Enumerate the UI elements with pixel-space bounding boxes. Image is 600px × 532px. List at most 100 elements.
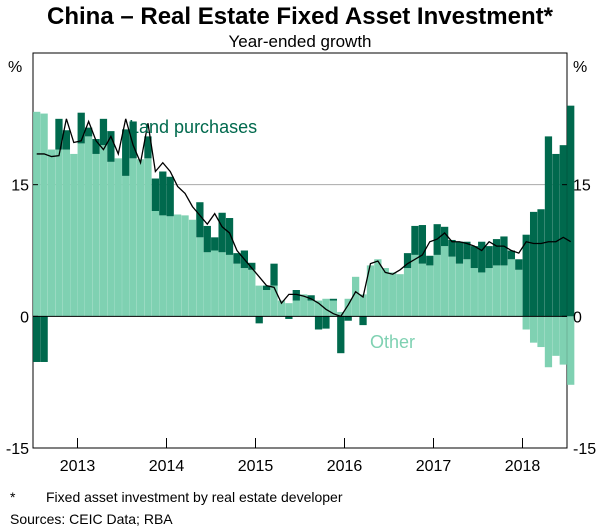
land-bar-2017-06 bbox=[470, 246, 478, 269]
other-bar-2018-06 bbox=[559, 316, 567, 365]
total-line bbox=[36, 118, 572, 318]
other-bar-2012-11 bbox=[62, 149, 71, 317]
land-bar-2017-07 bbox=[478, 241, 486, 273]
other-bar-2013-08 bbox=[129, 158, 137, 317]
other-bar-2017-12 bbox=[515, 269, 523, 317]
other-bar-2014-02 bbox=[173, 214, 182, 317]
land-bar-2014-01 bbox=[166, 176, 174, 217]
other-bar-2012-07 bbox=[33, 111, 41, 317]
land-bar-2015-10 bbox=[322, 316, 330, 329]
land-bar-2015-01 bbox=[255, 316, 263, 324]
other-bar-2015-10 bbox=[322, 298, 330, 317]
land-bar-2013-12 bbox=[159, 171, 167, 216]
other-bar-2014-01 bbox=[166, 216, 174, 317]
land-bar-2013-07 bbox=[122, 129, 130, 176]
other-bar-2013-04 bbox=[99, 145, 108, 317]
xtick-label-2018: 2018 bbox=[505, 458, 541, 475]
land-bar-2015-09 bbox=[314, 316, 323, 330]
land-bar-2012-10 bbox=[55, 118, 63, 150]
other-bar-2012-10 bbox=[55, 149, 63, 317]
land-bar-2014-10 bbox=[233, 253, 241, 264]
land-bar-2013-08 bbox=[129, 121, 137, 159]
land-bar-2013-10 bbox=[144, 136, 152, 159]
other-bar-2018-03 bbox=[537, 316, 545, 348]
land-bar-2017-03 bbox=[448, 239, 456, 257]
land-bar-2018-02 bbox=[529, 211, 538, 317]
land-bar-2017-10 bbox=[500, 236, 508, 266]
land-bar-2013-03 bbox=[92, 139, 100, 154]
ytick-label-left--15: -15 bbox=[6, 441, 29, 458]
xtick-label-2014: 2014 bbox=[149, 458, 185, 475]
other-bar-2016-01 bbox=[344, 298, 352, 317]
other-bar-2014-06 bbox=[203, 252, 211, 317]
other-bar-2014-08 bbox=[218, 252, 226, 317]
other-bar-2014-03 bbox=[181, 215, 189, 317]
other-bar-2014-09 bbox=[225, 254, 234, 317]
land-bar-2018-06 bbox=[559, 145, 567, 317]
land-bar-2014-09 bbox=[225, 218, 234, 255]
chart-title: China – Real Estate Fixed Asset Investme… bbox=[47, 3, 554, 30]
land-bar-2015-02 bbox=[262, 285, 271, 290]
plot-area-border bbox=[32, 52, 568, 449]
other-bar-2014-10 bbox=[233, 263, 241, 317]
other-bar-2015-09 bbox=[314, 300, 323, 317]
other-bar-2013-11 bbox=[151, 211, 160, 317]
other-bar-2016-12 bbox=[426, 265, 434, 317]
other-bar-2013-12 bbox=[159, 215, 167, 317]
land-bar-2016-10 bbox=[411, 225, 419, 255]
other-bar-2017-09 bbox=[492, 265, 501, 317]
other-bar-2015-06 bbox=[292, 300, 300, 317]
other-bar-2016-03 bbox=[359, 294, 367, 317]
sources-note: Sources: CEIC Data; RBA bbox=[10, 511, 173, 527]
other-bar-2017-08 bbox=[485, 268, 493, 317]
land-bar-2017-12 bbox=[515, 259, 523, 270]
land-bar-2017-11 bbox=[507, 250, 516, 260]
other-bar-2016-08 bbox=[396, 274, 404, 317]
other-bar-2016-05 bbox=[374, 259, 382, 317]
other-label: Other bbox=[370, 332, 415, 352]
y-unit-left: % bbox=[8, 59, 22, 76]
other-bar-2018-07 bbox=[567, 316, 575, 385]
other-bar-2016-11 bbox=[418, 263, 427, 317]
land-bar-2016-01 bbox=[344, 316, 352, 321]
land-bar-2014-06 bbox=[203, 225, 211, 253]
land-bar-2014-07 bbox=[211, 237, 219, 251]
other-bar-2015-05 bbox=[285, 303, 293, 317]
land-bar-2017-09 bbox=[492, 239, 501, 266]
other-bar-2018-05 bbox=[552, 316, 560, 356]
land-bar-2012-08 bbox=[40, 316, 48, 362]
land-bar-2016-12 bbox=[426, 255, 434, 266]
xtick-label-2015: 2015 bbox=[238, 458, 274, 475]
other-bar-2012-08 bbox=[40, 113, 48, 317]
xtick-label-2016: 2016 bbox=[327, 458, 363, 475]
land-bar-2015-06 bbox=[292, 290, 300, 301]
other-bar-2015-03 bbox=[270, 285, 278, 317]
land-bar-2012-11 bbox=[62, 130, 71, 150]
land-bar-2013-01 bbox=[77, 112, 85, 144]
other-bar-2013-07 bbox=[122, 175, 130, 317]
land-bar-2013-04 bbox=[99, 118, 108, 146]
other-bar-2017-06 bbox=[470, 268, 478, 317]
other-bar-2016-06 bbox=[381, 268, 389, 317]
other-bar-2014-05 bbox=[196, 237, 204, 317]
ytick-label-right--15: -15 bbox=[573, 441, 596, 458]
other-bar-2015-01 bbox=[255, 285, 263, 317]
land-bar-2016-11 bbox=[418, 225, 427, 264]
other-bar-2012-09 bbox=[47, 149, 56, 317]
xtick-label-2017: 2017 bbox=[416, 458, 452, 475]
footnote-text: Fixed asset investment by real estate de… bbox=[46, 489, 343, 505]
other-bar-2014-07 bbox=[211, 250, 219, 317]
other-bar-2013-05 bbox=[107, 161, 115, 317]
other-bar-2016-02 bbox=[351, 276, 360, 317]
footnote-marker: * bbox=[10, 489, 16, 505]
other-bar-2017-01 bbox=[433, 254, 441, 317]
ytick-label-right-0: 0 bbox=[573, 309, 582, 326]
ytick-label-right-15: 15 bbox=[573, 178, 591, 195]
other-bar-2014-04 bbox=[188, 219, 197, 317]
land-bar-2015-03 bbox=[270, 263, 278, 286]
other-bar-2018-04 bbox=[544, 316, 553, 368]
other-bar-2017-03 bbox=[448, 256, 456, 317]
other-bar-2013-02 bbox=[84, 136, 93, 317]
land-bar-2018-07 bbox=[567, 105, 575, 317]
land-bar-2013-05 bbox=[107, 131, 115, 162]
